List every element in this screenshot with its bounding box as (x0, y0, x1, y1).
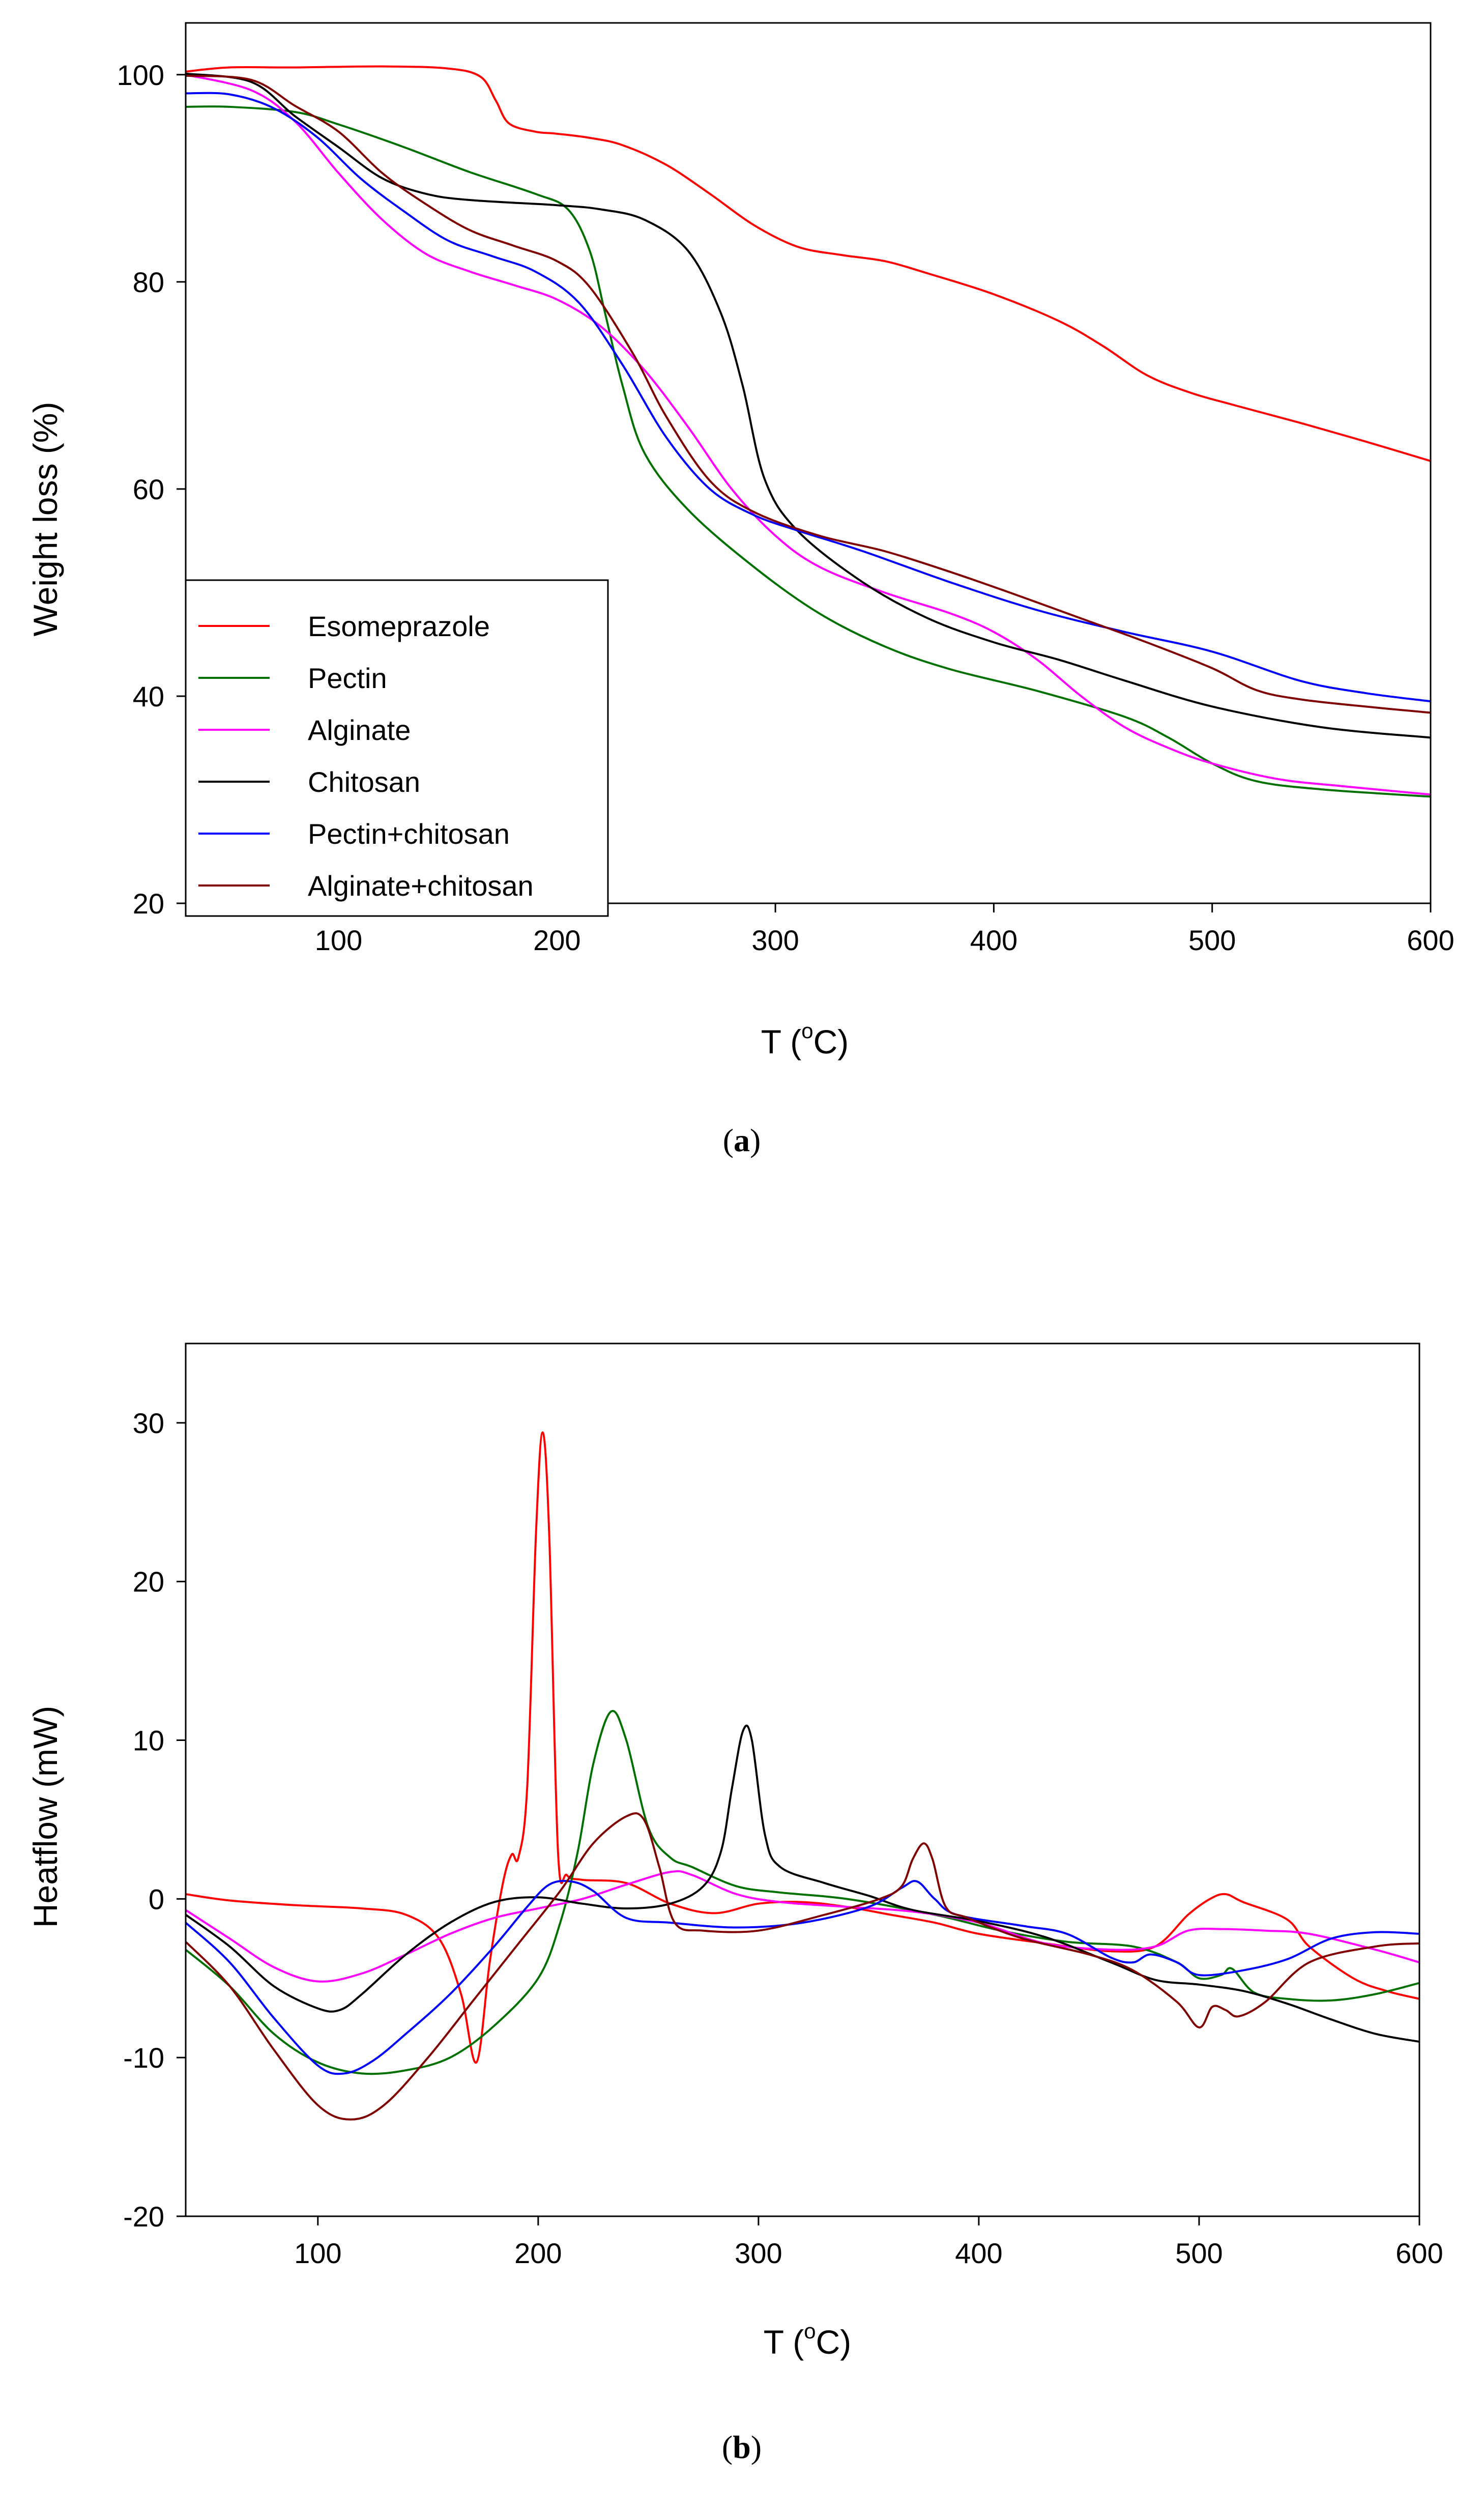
panel-a-caption: (a) (723, 1122, 761, 1158)
x-tick-label: 400 (955, 2237, 1002, 2269)
y-tick-label: 10 (133, 1725, 164, 1757)
y-tick-label: 80 (133, 266, 164, 298)
x-tick-label: 200 (514, 2237, 562, 2269)
panel-a-series-lines (186, 65, 1431, 798)
y-tick-label: 20 (133, 888, 164, 920)
y-tick-label: 40 (133, 680, 164, 712)
panel-b-dsc-chart: 100 200 300 400 500 600 -20 -10 0 10 20 30 T (oC) H… (26, 1342, 1443, 2465)
panel-b-ylabel: Heatflow (mW) (26, 1706, 64, 1928)
legend-label-esomeprazole: Esomeprazole (308, 610, 490, 642)
panel-a-ticks: 100 200 300 400 500 600 20 40 60 80 100 (117, 59, 1454, 956)
series-line-alginate-plus-chitosan (186, 74, 1431, 714)
x-tick-label: 200 (533, 924, 580, 956)
series-line-pectin (186, 105, 1431, 798)
series-line-esomeprazole (186, 65, 1431, 462)
series-line-pectin (186, 1710, 1419, 2075)
y-tick-label: -20 (123, 2200, 164, 2233)
x-tick-label: 400 (970, 924, 1017, 956)
y-tick-label: 0 (149, 1883, 164, 1915)
x-tick-label: 500 (1175, 2237, 1223, 2269)
x-tick-label: 100 (315, 924, 362, 956)
panel-b-ticks: 100 200 300 400 500 600 -20 -10 0 10 20 30 (123, 1407, 1443, 2269)
legend-label-alginate-plus-chitosan: Alginate+chitosan (308, 870, 534, 902)
series-line-alginate-plus-chitosan (186, 1812, 1419, 2121)
x-tick-label: 600 (1395, 2237, 1443, 2269)
x-tick-label: 300 (735, 2237, 782, 2269)
x-tick-label: 300 (751, 924, 799, 956)
series-line-chitosan (186, 72, 1431, 739)
panel-a-frame (185, 22, 1432, 904)
legend-label-pectin-plus-chitosan: Pectin+chitosan (308, 818, 510, 850)
panel-b-caption: (b) (722, 2429, 762, 2465)
legend-label-chitosan: Chitosan (308, 766, 420, 798)
panel-a-ylabel: Weight loss (%) (26, 402, 64, 637)
series-line-chitosan (186, 1724, 1419, 2043)
y-tick-label: 20 (133, 1566, 164, 1598)
legend-label-alginate: Alginate (308, 714, 411, 746)
panel-b-frame (185, 1342, 1420, 2217)
series-line-pectin-plus-chitosan (186, 92, 1431, 703)
x-tick-label: 100 (294, 2237, 341, 2269)
panel-a-tga-chart: 100 200 300 400 500 600 20 40 60 80 100 T (oC) Wei… (26, 22, 1454, 1158)
panel-b-series-lines (186, 1431, 1419, 2121)
y-tick-label: 60 (133, 473, 164, 505)
y-tick-label: -10 (123, 2042, 164, 2074)
legend-box (185, 579, 609, 917)
panel-b-xlabel: T (oC) (764, 2319, 851, 2361)
panel-a-xlabel: T (oC) (761, 1019, 849, 1061)
legend-label-pectin: Pectin (308, 662, 387, 694)
y-tick-label: 100 (117, 59, 164, 91)
x-tick-label: 500 (1188, 924, 1236, 956)
y-tick-label: 30 (133, 1407, 164, 1439)
panel-a-plot-area (185, 22, 1432, 904)
series-line-pectin-plus-chitosan (186, 1879, 1419, 2075)
x-tick-label: 600 (1407, 924, 1454, 956)
series-line-esomeprazole (186, 1431, 1419, 2064)
panel-b-plot-area (185, 1342, 1420, 2217)
panel-a-legend: Esomeprazole Pectin Alginate Chitosan Pectin… (185, 579, 609, 917)
series-line-alginate (186, 1870, 1419, 1983)
